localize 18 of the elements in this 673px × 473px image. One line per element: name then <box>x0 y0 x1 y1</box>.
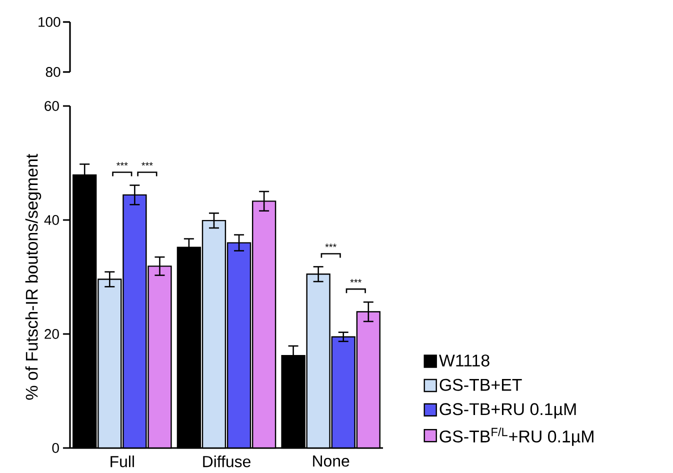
y-axis-title: % of Futsch-IR boutons/segment <box>25 154 42 400</box>
x-tick-label: None <box>313 456 350 467</box>
legend-label: W1118 <box>439 354 490 367</box>
annotation: *** <box>350 279 362 283</box>
text: 80 <box>46 67 60 77</box>
legend-label: GS-TB$^{F/L}$+RU 0.1µM <box>440 427 594 446</box>
y-tick-label: 40 <box>44 215 59 225</box>
x-tick-label: Full <box>110 456 134 468</box>
y-tick-label: 0 <box>52 443 59 453</box>
legend-label: GS-TB+ET <box>440 378 522 391</box>
annotation: *** <box>116 162 128 166</box>
annotation: *** <box>142 162 153 166</box>
x-tick-label: Diffuse <box>203 456 250 468</box>
legend-label: GS-TB+RU 0.1µM <box>440 403 576 419</box>
y-tick-label: 60 <box>44 101 59 111</box>
text: 100 <box>38 17 60 27</box>
y-tick-label: 20 <box>44 329 59 339</box>
annotation: *** <box>325 244 336 248</box>
